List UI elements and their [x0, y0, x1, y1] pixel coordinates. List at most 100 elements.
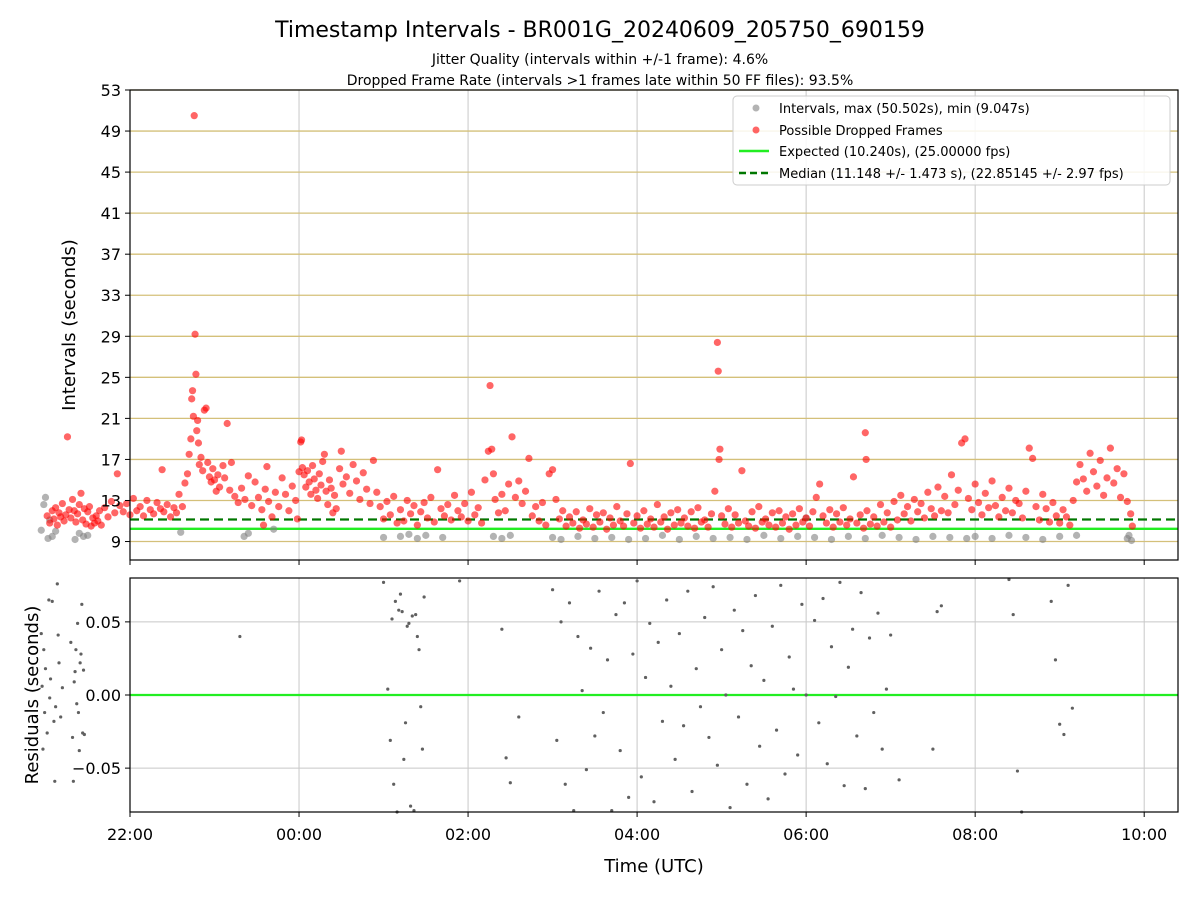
residual-point — [77, 748, 81, 753]
dropped-frame-point — [498, 490, 506, 498]
residual-point — [656, 640, 660, 644]
dropped-frame-point — [917, 499, 925, 508]
residual-point — [381, 580, 386, 584]
residual-point — [405, 624, 409, 628]
interval-point — [625, 535, 633, 544]
residual-point — [779, 583, 783, 587]
residuals-y-tick-label: 0.05 — [85, 613, 121, 632]
residual-point — [388, 738, 392, 742]
dropped-frame-point — [576, 524, 584, 532]
dropped-frame-point — [369, 456, 378, 465]
residual-point — [70, 735, 75, 740]
residual-point — [74, 648, 78, 652]
residual-point — [78, 661, 82, 665]
dropped-frame-point — [1008, 509, 1016, 517]
residual-point — [669, 684, 673, 688]
dropped-frame-point — [467, 488, 476, 496]
dropped-frame-point — [707, 510, 716, 518]
residual-point — [821, 596, 825, 601]
dropped-frame-point — [1001, 507, 1010, 515]
dropped-frame-point — [643, 520, 651, 528]
dropped-frame-point — [687, 508, 695, 516]
residuals-points — [39, 577, 1074, 814]
dropped-frame-point — [183, 470, 192, 478]
legend-label-dropped: Possible Dropped Frames — [779, 124, 943, 139]
residual-point — [796, 753, 800, 757]
residual-point — [631, 652, 635, 656]
dropped-frame-point — [1049, 498, 1057, 507]
interval-point — [971, 532, 979, 540]
interval-point — [777, 534, 785, 543]
dropped-frame-point — [667, 509, 675, 517]
dropped-frame-point — [511, 493, 519, 502]
residual-point — [567, 601, 572, 605]
residual-point — [762, 678, 766, 682]
residual-point — [766, 797, 770, 801]
intervals-y-tick-label: 41 — [101, 204, 121, 223]
interval-point — [405, 530, 413, 538]
dropped-frame-point — [111, 509, 119, 517]
residual-point — [420, 747, 425, 751]
dropped-frame-point — [768, 509, 776, 517]
dropped-frame-point — [373, 488, 381, 496]
dropped-frame-point — [569, 519, 577, 527]
dropped-frame-point — [1076, 460, 1084, 469]
dropped-frame-point — [1015, 499, 1023, 508]
residual-point — [43, 667, 48, 671]
dropped-frame-point — [241, 495, 249, 504]
dropped-frame-point — [1123, 497, 1131, 506]
residual-point — [804, 693, 808, 697]
dropped-frame-point — [951, 500, 959, 509]
dropped-frame-point — [1052, 512, 1060, 520]
x-tick-label: 02:00 — [445, 825, 491, 844]
dropped-frame-point — [259, 521, 268, 529]
intervals-y-tick-label: 53 — [101, 81, 121, 100]
residual-point — [390, 617, 394, 621]
residual-point — [576, 634, 580, 639]
dropped-frame-point — [359, 469, 367, 477]
intervals-ticks: 9 13 17 21 25 29 33 37 41 45 49 53 — [101, 81, 1145, 565]
residual-point — [1007, 577, 1011, 582]
chart-subtitle-dropped: Dropped Frame Rate (intervals >1 frames … — [347, 73, 854, 89]
dropped-frame-point — [765, 521, 773, 529]
interval-point — [506, 531, 514, 539]
residual-point — [834, 694, 838, 699]
residual-point — [403, 721, 408, 725]
dropped-frame-point — [77, 489, 85, 497]
dropped-frame-point — [113, 470, 121, 478]
dropped-frame-point — [532, 503, 540, 511]
dropped-frame-point — [555, 515, 563, 523]
dropped-frame-point — [223, 419, 231, 428]
dropped-frame-point — [937, 507, 945, 515]
dropped-frame-point — [486, 381, 494, 390]
residual-point — [749, 664, 753, 668]
dropped-frame-point — [809, 508, 817, 516]
dropped-frame-point — [647, 515, 655, 523]
dropped-frame-point — [330, 491, 339, 499]
interval-point — [489, 532, 498, 540]
residual-point — [82, 732, 86, 737]
residual-point — [52, 719, 56, 723]
dropped-frame-point — [336, 465, 344, 473]
dropped-frame-point — [565, 513, 574, 521]
dropped-frame-point — [194, 439, 203, 447]
residual-point — [407, 621, 411, 625]
residual-point — [386, 687, 390, 691]
residual-point — [842, 784, 846, 788]
dropped-frame-point — [832, 510, 841, 518]
dropped-frame-point — [116, 502, 124, 510]
dropped-frame-point — [413, 521, 421, 529]
dropped-frame-point — [623, 510, 631, 518]
dropped-frame-point — [1089, 468, 1098, 476]
residual-point — [402, 757, 406, 761]
residual-point — [41, 747, 45, 751]
legend-label-expected: Expected (10.240s), (25.00000 fps) — [779, 145, 1010, 160]
residual-point — [889, 633, 893, 637]
x-tick-label: 06:00 — [783, 825, 829, 844]
dropped-frame-point — [802, 514, 810, 522]
dropped-frame-point — [816, 480, 824, 488]
dropped-frame-point — [188, 387, 197, 395]
dropped-frame-point — [718, 512, 726, 520]
dropped-frame-point — [542, 521, 550, 529]
dropped-frame-point — [244, 472, 252, 480]
